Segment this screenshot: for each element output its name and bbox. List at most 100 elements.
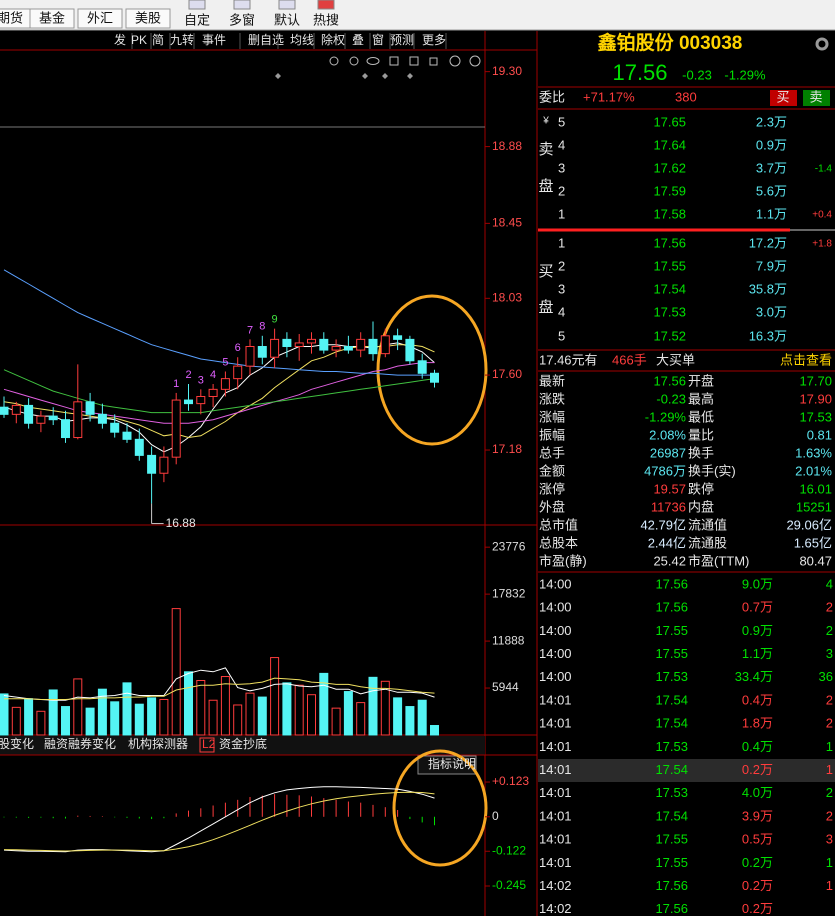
tick-price: 17.56 <box>655 901 688 916</box>
chart-tool[interactable]: 九转 <box>170 32 194 47</box>
settings-icon[interactable] <box>815 37 829 51</box>
tick-time: 14:01 <box>539 739 572 754</box>
market-button-label[interactable]: 外汇 <box>87 10 113 25</box>
market-button-label[interactable]: 期货 <box>0 10 23 25</box>
chart-tool[interactable]: 发 <box>114 32 126 47</box>
tool-label[interactable]: 自定 <box>184 12 210 27</box>
chart-tool[interactable]: PK <box>131 33 147 47</box>
level: 5 <box>558 114 565 129</box>
stat-value: 15251 <box>796 499 832 514</box>
icon[interactable] <box>449 55 461 67</box>
stat-label: 振幅 <box>539 427 565 442</box>
volume-bar <box>196 679 206 736</box>
tab[interactable]: 股变化 <box>0 736 34 751</box>
volume-bar <box>134 703 144 736</box>
level-volume: 0.9万 <box>756 137 787 152</box>
tool-icon[interactable] <box>317 0 335 10</box>
tick-time: 14:02 <box>539 901 572 916</box>
tick-count: 2 <box>826 600 833 615</box>
market-button[interactable] <box>29 8 75 29</box>
candle-body <box>147 454 157 474</box>
tool-icon[interactable] <box>278 0 296 10</box>
sell-button-label[interactable]: 卖 <box>809 89 822 104</box>
volume-bar <box>208 699 218 736</box>
level-volume: 35.8万 <box>749 281 787 296</box>
sell-button[interactable] <box>803 90 830 106</box>
tab[interactable]: 资金抄底 <box>219 736 267 751</box>
level-price: 17.55 <box>653 258 686 273</box>
chart-tool[interactable]: 窗 <box>372 33 384 47</box>
market-button[interactable] <box>125 8 171 29</box>
stat-label: 外盘 <box>539 499 565 514</box>
indicator-button-label[interactable]: 指标说明 <box>428 756 476 771</box>
chart-tool[interactable]: 更多 <box>422 33 446 47</box>
stat-value: 26987 <box>650 445 686 460</box>
candle-body <box>356 338 366 351</box>
tab[interactable]: L2 <box>202 737 216 751</box>
chart-tool[interactable]: 除权 <box>321 32 345 47</box>
icon[interactable] <box>469 55 481 67</box>
candle-body <box>245 346 255 367</box>
tick-price: 17.56 <box>655 600 688 615</box>
tab[interactable]: 融资融券变化 <box>44 736 116 751</box>
currency: ¥ <box>542 116 549 127</box>
candle-body <box>380 335 390 355</box>
level-price: 17.53 <box>653 304 686 319</box>
order-diff: 380 <box>675 89 697 104</box>
big-order[interactable]: 点击查看 <box>780 352 832 367</box>
candle-body <box>331 346 341 351</box>
chart-tool[interactable]: 删自选 <box>248 33 284 47</box>
tool-label[interactable]: 多窗 <box>229 12 255 27</box>
level: 3 <box>558 281 565 296</box>
chart-tool[interactable]: 事件 <box>202 33 226 47</box>
tick-time: 14:01 <box>539 855 572 870</box>
tick-count: 1 <box>826 762 833 777</box>
market-button[interactable] <box>77 8 123 29</box>
tool-label[interactable]: 默认 <box>274 12 300 27</box>
tool-icon[interactable] <box>188 0 206 10</box>
tab[interactable]: 机构探测器 <box>128 736 188 751</box>
candle-body <box>393 335 403 340</box>
side-label: 卖 <box>538 141 553 158</box>
indicator-button[interactable] <box>417 755 477 775</box>
stat-label: 市盈(TTM) <box>688 553 749 568</box>
chart-tool[interactable]: 叠 <box>352 33 364 47</box>
buy-button-label[interactable]: 买 <box>776 89 789 104</box>
volume-bar <box>430 725 439 736</box>
chart-tool[interactable]: 预测 <box>390 33 414 47</box>
stock-code: 003038 <box>679 33 742 54</box>
level: 1 <box>558 235 565 250</box>
chart-tool[interactable]: 均线 <box>290 33 314 47</box>
tick-time: 14:00 <box>539 646 572 661</box>
tick-price: 17.55 <box>655 855 688 870</box>
y-tick-label: 17.60 <box>492 367 522 381</box>
y-tick-label: 5944 <box>492 680 519 694</box>
stat-value: 2.01% <box>795 463 832 478</box>
y-tick-label: 17.18 <box>492 442 522 456</box>
tick-count: 1 <box>826 878 833 893</box>
stock-name: 鑫铂股份 003038 <box>597 31 743 54</box>
stat-label: 流通股 <box>688 535 727 550</box>
tick-price: 17.54 <box>655 808 688 823</box>
tool-icon[interactable] <box>233 0 251 10</box>
tick-count: 1 <box>826 739 833 754</box>
stock-name: 鑫铂股份 <box>597 31 675 54</box>
indicator-line <box>3 791 435 852</box>
tick-price: 17.55 <box>655 623 688 638</box>
buy-button[interactable] <box>770 90 797 106</box>
level: 1 <box>558 206 565 221</box>
tick-time: 14:00 <box>539 669 572 684</box>
tool-label[interactable]: 热搜 <box>313 12 339 27</box>
icon <box>366 57 380 65</box>
candle-body <box>405 338 415 362</box>
chart-tool[interactable]: 简 <box>152 33 164 47</box>
market-button-label[interactable]: 基金 <box>39 10 65 25</box>
level-volume: 1.1万 <box>756 206 787 221</box>
tick-price: 17.54 <box>655 692 688 707</box>
y-tick-label: -0.122 <box>492 843 526 857</box>
volume-bar <box>393 697 403 736</box>
tick-volume: 33.4万 <box>735 669 773 684</box>
volume-bar <box>294 684 304 736</box>
volume-bar <box>0 693 9 736</box>
market-button-label[interactable]: 美股 <box>135 10 161 25</box>
